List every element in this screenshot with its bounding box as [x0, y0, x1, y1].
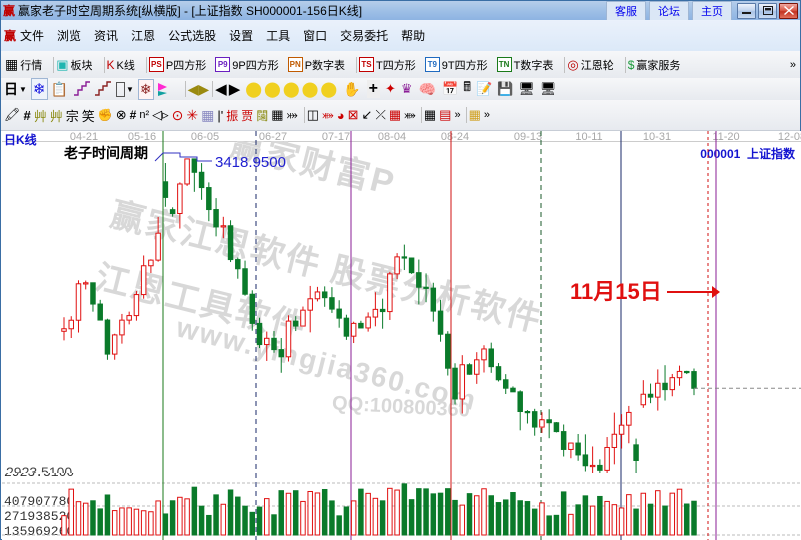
svg-text:2923.5100: 2923.5100 [6, 464, 72, 473]
svg-text:11月15日: 11月15日 [570, 279, 662, 304]
svg-text:3418.9500: 3418.9500 [215, 154, 286, 171]
